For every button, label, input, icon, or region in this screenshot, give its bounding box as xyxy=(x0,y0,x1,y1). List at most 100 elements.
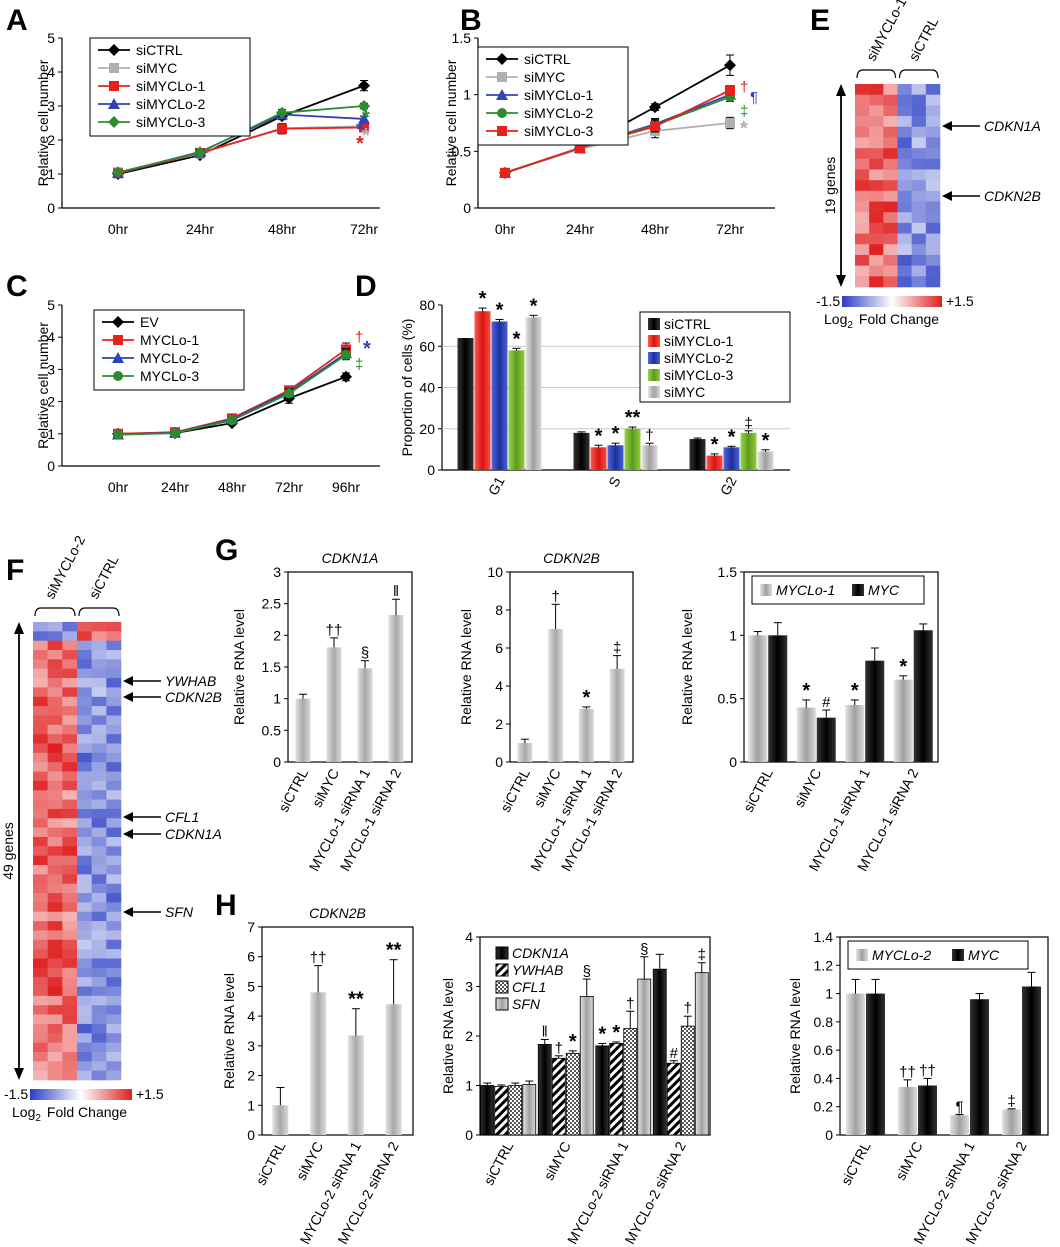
heatmap-cell xyxy=(91,1014,107,1025)
heatmap-cell xyxy=(33,1042,48,1053)
significance-label: * xyxy=(582,687,590,709)
heatmap-cell xyxy=(77,1070,92,1081)
heatmap-cell xyxy=(91,995,107,1006)
heatmap-cell xyxy=(897,169,912,181)
heatmap-cell xyxy=(62,855,78,866)
heatmap-cell xyxy=(91,631,107,641)
bar xyxy=(609,1043,624,1136)
y-tick-label: 0 xyxy=(825,1127,833,1143)
heatmap-cell xyxy=(106,752,122,763)
legend-box xyxy=(847,940,1029,970)
significance-label: † xyxy=(645,427,653,444)
y-tick-label: 0 xyxy=(47,200,55,216)
legend-entry: siMYCLo-2 xyxy=(524,105,593,121)
legend-entry: SFN xyxy=(512,996,541,1012)
data-point xyxy=(112,166,124,179)
y-tick-label: 1.5 xyxy=(718,564,738,580)
bar xyxy=(898,1086,917,1135)
heatmap-cell xyxy=(77,706,92,716)
color-scale xyxy=(30,1089,132,1100)
heatmap-cell xyxy=(883,84,898,95)
heatmap-cell xyxy=(33,902,48,913)
bar xyxy=(573,432,590,470)
heatmap-cell xyxy=(33,930,48,941)
heatmap-cell xyxy=(77,865,92,875)
heatmap-cell xyxy=(47,939,63,950)
y-tick-label: 0.8 xyxy=(814,1014,834,1030)
heatmap-cell xyxy=(911,116,927,128)
heatmap-cell xyxy=(47,949,63,959)
y-tick-label: 0.5 xyxy=(262,722,282,738)
heatmap-cell xyxy=(47,827,63,838)
heatmap-cell xyxy=(33,827,48,838)
heatmap-cell xyxy=(106,659,122,670)
heatmap-cell xyxy=(33,893,48,903)
heatmap-cell xyxy=(77,799,92,810)
heatmap-cell xyxy=(91,650,107,660)
heatmap-cell xyxy=(77,790,92,800)
heatmap-cell xyxy=(33,874,48,885)
arrow-head xyxy=(123,692,133,702)
heatmap-cell xyxy=(47,1061,63,1071)
heatmap-cell xyxy=(869,233,884,245)
bar xyxy=(310,992,327,1135)
heatmap-cell xyxy=(106,865,122,875)
y-tick-label: 2 xyxy=(273,627,281,643)
heatmap-cell xyxy=(77,668,92,679)
significance-label: ** xyxy=(625,407,641,429)
heatmap-cell xyxy=(77,986,92,997)
chart-g3: 0 0.5 1 1.5 Relative RNA level siCTRL siMYC * # M… xyxy=(679,564,939,874)
bar xyxy=(578,708,594,762)
heatmap-cell xyxy=(91,1042,107,1053)
heatmap-cell xyxy=(106,930,122,941)
heatmap-cell xyxy=(77,1042,92,1053)
heatmap-cell xyxy=(47,808,63,819)
arrow-head xyxy=(14,622,24,634)
bar xyxy=(740,432,757,470)
x-tick-label: 24hr xyxy=(161,479,189,495)
gene-label: CDKN1A xyxy=(165,826,222,842)
heatmap-cell xyxy=(77,734,92,744)
y-tick-label: 4 xyxy=(465,929,473,945)
y-tick-label: 0.5 xyxy=(452,143,472,159)
heatmap-cell xyxy=(911,276,927,288)
significance-label: * xyxy=(802,680,810,702)
row-count-label: 49 genes xyxy=(0,822,16,880)
y-tick-label: 1 xyxy=(47,426,55,442)
bar xyxy=(347,1035,364,1135)
significance-label: # xyxy=(822,694,831,711)
heatmap-cell xyxy=(855,137,870,149)
heatmap-cell xyxy=(77,977,92,987)
significance-label: * xyxy=(530,295,538,317)
y-tick-label: 1.5 xyxy=(452,30,472,46)
legend-swatch xyxy=(495,946,509,960)
bar xyxy=(846,993,865,1135)
heatmap-cell xyxy=(106,780,122,791)
heatmap-cell xyxy=(91,911,107,922)
y-axis-label: Relative RNA level xyxy=(221,973,237,1089)
heatmap-cell xyxy=(33,687,48,698)
heatmap-cell xyxy=(77,967,92,978)
heatmap-cell xyxy=(925,94,941,106)
heatmap-cell xyxy=(855,148,870,160)
x-tick-label: 0hr xyxy=(495,221,516,237)
heatmap-cell xyxy=(91,715,107,726)
heatmap-cell xyxy=(869,244,884,256)
y-tick-label: 8 xyxy=(495,602,503,618)
data-point xyxy=(170,428,180,439)
plot-frame xyxy=(509,571,634,763)
heatmap-cell xyxy=(47,696,63,707)
x-tick-label: 24hr xyxy=(186,221,214,237)
heatmap-cell xyxy=(33,846,48,856)
heatmap-cell xyxy=(883,265,898,277)
heatmap-cell xyxy=(91,874,107,885)
significance-label: † xyxy=(626,995,634,1012)
chart-a: 0 1 2 3 4 5 Relative cell number 0hr 24hr 48hr 72h… xyxy=(35,30,380,237)
x-tick-label: 72hr xyxy=(275,479,303,495)
bar xyxy=(950,1115,969,1135)
legend-entry: siMYC xyxy=(664,384,705,400)
heatmap-cell xyxy=(106,967,122,978)
heatmap-cell xyxy=(47,715,63,726)
heatmap-cell xyxy=(77,827,92,838)
